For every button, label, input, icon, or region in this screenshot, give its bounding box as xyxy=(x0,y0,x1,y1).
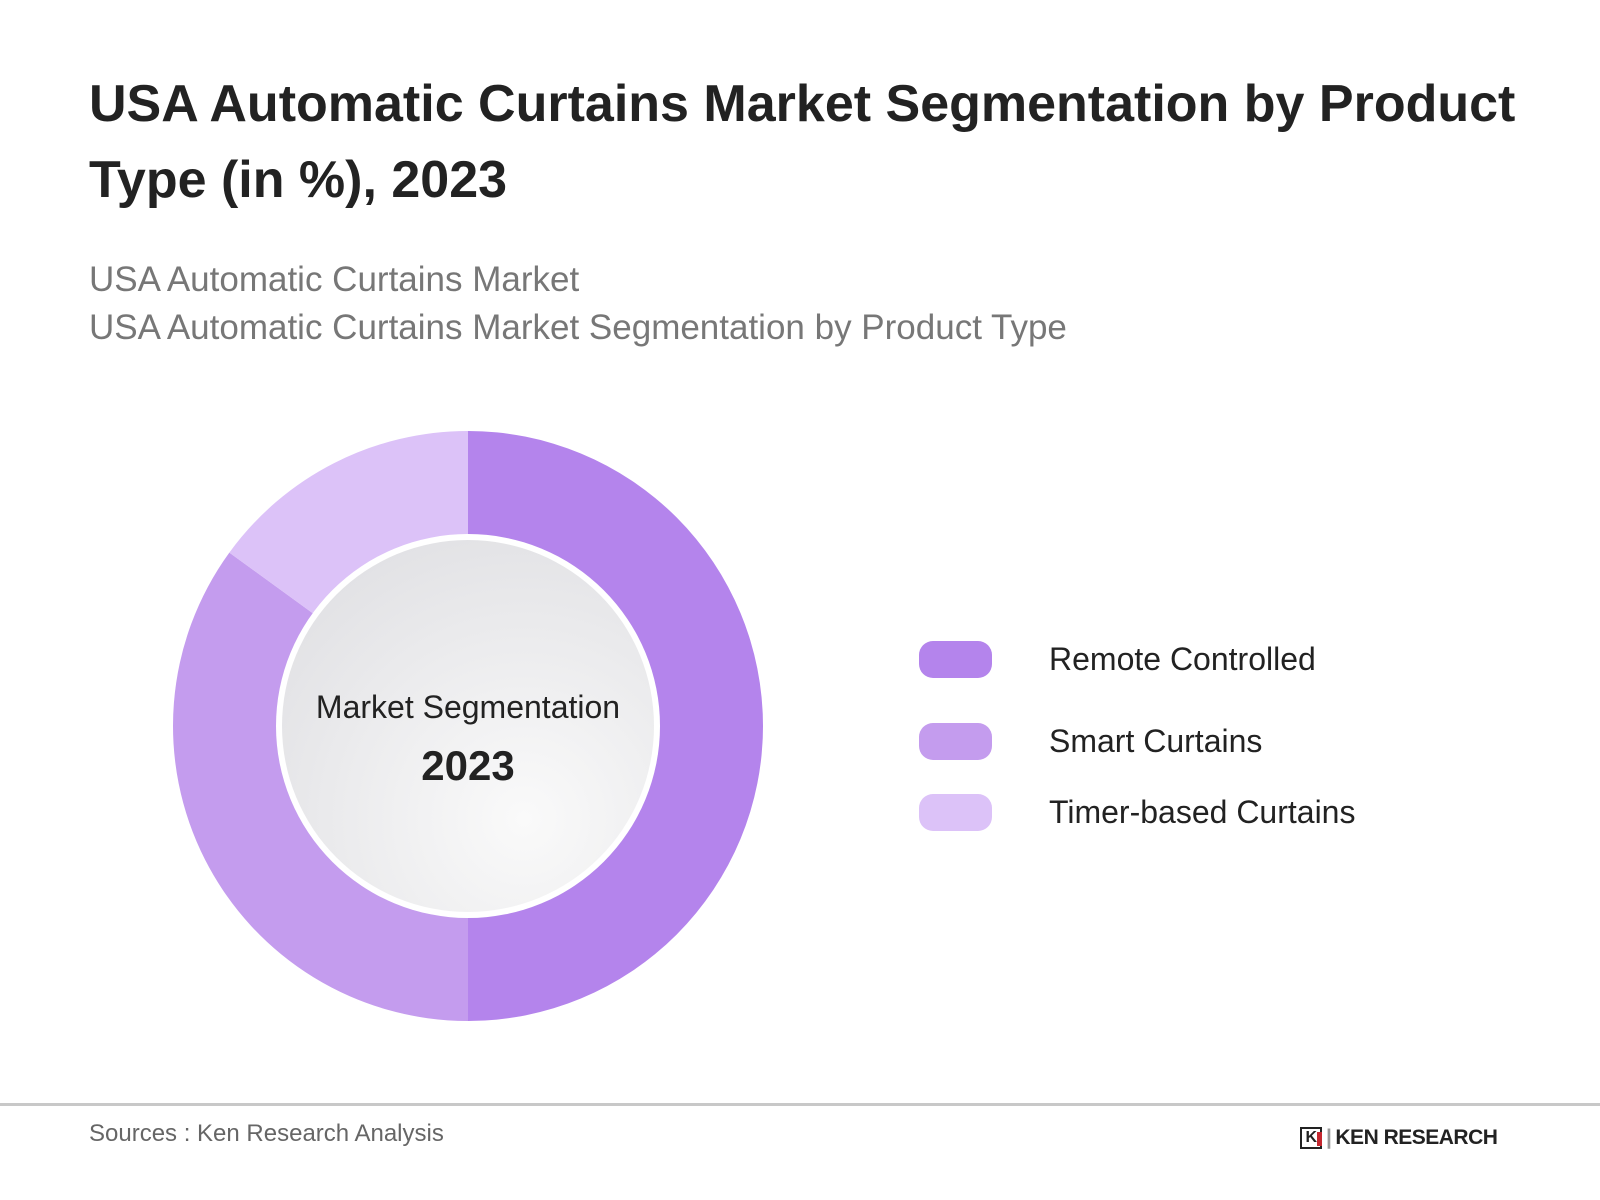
legend-item: Smart Curtains xyxy=(919,722,1262,760)
slice-remote-controlled xyxy=(468,431,763,1021)
legend-label: Smart Curtains xyxy=(1049,722,1263,759)
center-label: Market Segmentation xyxy=(316,689,620,725)
subtitle-line-1: USA Automatic Curtains Market xyxy=(89,260,580,299)
slice-timer-based-curtains xyxy=(229,431,468,616)
ken-research-logo: K | KEN RESEARCH xyxy=(1300,1126,1498,1150)
legend-label: Remote Controlled xyxy=(1049,640,1316,677)
legend-swatch xyxy=(919,722,992,760)
chart-title: USA Automatic Curtains Market Segmentati… xyxy=(89,75,1516,209)
legend-label: Timer-based Curtains xyxy=(1049,793,1356,830)
subtitle-line-2: USA Automatic Curtains Market Segmentati… xyxy=(89,308,1067,347)
logo-k-icon: K xyxy=(1300,1127,1322,1149)
center-circle xyxy=(282,540,654,912)
legend-item: Timer-based Curtains xyxy=(919,793,1355,831)
legend-swatch xyxy=(919,640,992,678)
footer-divider xyxy=(0,1103,1600,1106)
legend-swatch xyxy=(919,793,992,831)
logo-separator: | xyxy=(1326,1126,1332,1149)
slice-smart-curtains xyxy=(172,552,468,1021)
legend-item: Remote Controlled xyxy=(919,640,1316,678)
center-year: 2023 xyxy=(421,742,514,789)
source-note: Sources : Ken Research Analysis xyxy=(89,1120,444,1147)
logo-text: KEN RESEARCH xyxy=(1335,1126,1498,1149)
